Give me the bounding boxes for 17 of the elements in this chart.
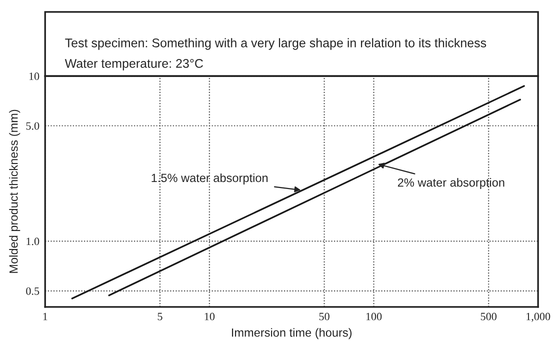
x-tick-label: 1,000 [526, 312, 550, 322]
x-tick-label: 5 [158, 312, 162, 320]
y-axis-title: Molded product thickness (mm) [9, 110, 20, 273]
x-tick-label: 500 [480, 312, 497, 320]
chart-subtitle: Water temperature: 23°C [64, 59, 203, 70]
y-tick-label: 0.5 [26, 287, 40, 295]
annotation: 1.5% water absorption [152, 173, 268, 184]
x-axis-title: Immersion time (hours) [232, 328, 352, 340]
x-tick-label: 100 [366, 312, 382, 320]
y-tick-label: 10 [29, 72, 40, 80]
x-tick-label: 1 [43, 312, 48, 320]
y-tick-label: 1.0 [26, 238, 40, 246]
chart-title: Test specimen: Something with a very large shape in relation to its thickness [65, 38, 486, 50]
x-tick-label: 10 [204, 312, 215, 320]
y-tick-label: 5.0 [26, 122, 40, 130]
annotation: 2% water absorption [398, 178, 504, 190]
x-tick-label: 50 [319, 312, 330, 320]
